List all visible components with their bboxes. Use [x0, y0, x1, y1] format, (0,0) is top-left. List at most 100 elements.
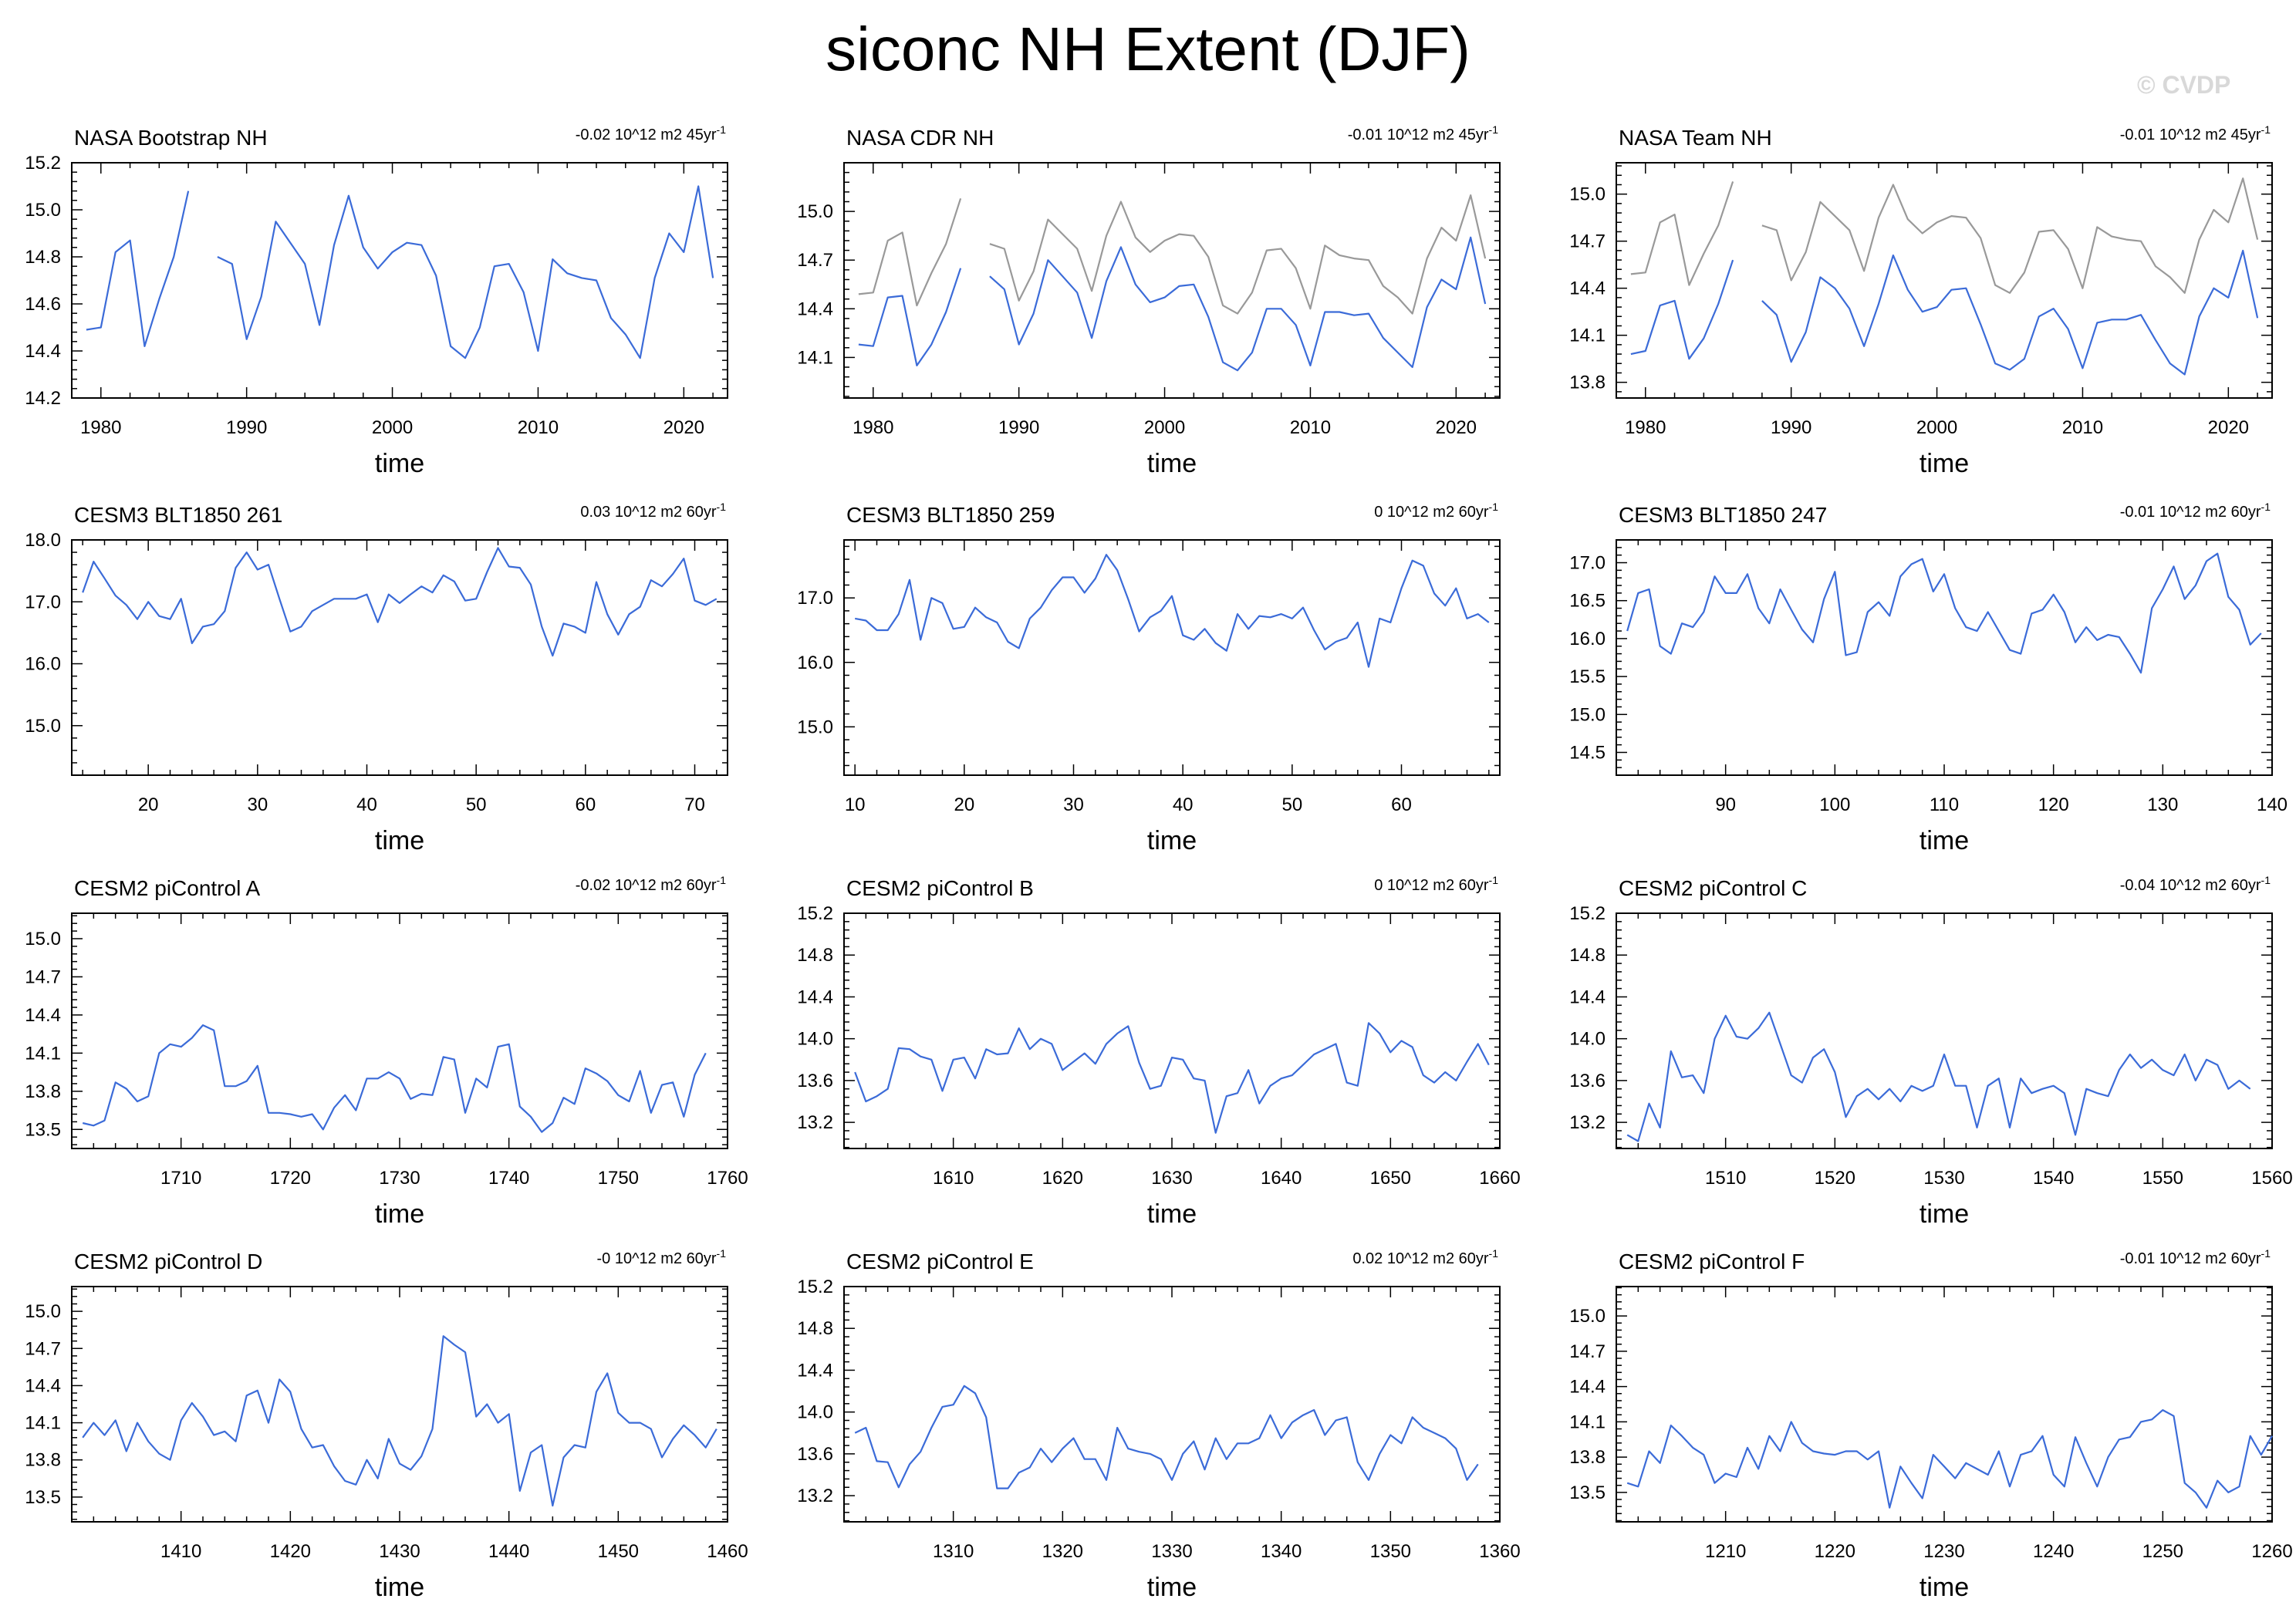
series-line [854, 1022, 1490, 1134]
x-tick-label: 1990 [998, 417, 1039, 438]
x-tick-label: 1550 [2142, 1168, 2183, 1189]
series-line [858, 236, 1487, 372]
chart-panel: 1610 1620 1630 1640 1650 1660 13.2 13.6 14.0 14.4… [797, 874, 1520, 1229]
y-tick-label: 14.1 [25, 1413, 61, 1434]
x-tick-label: 1420 [270, 1541, 311, 1562]
x-tick-label: 1310 [933, 1541, 974, 1562]
panel-title: NASA CDR NH [846, 126, 994, 150]
x-tick-label: 60 [575, 794, 596, 815]
x-tick-label: 1330 [1151, 1541, 1192, 1562]
x-tick-label: 2010 [2062, 417, 2103, 438]
trend-label: -0.04 10^12 m2 60yr-1 [2120, 874, 2271, 894]
x-tick-label: 1610 [933, 1168, 974, 1189]
plot-frame [71, 912, 728, 1149]
x-axis-label: time [375, 1199, 424, 1229]
chart-panel: 1980 1990 2000 2010 2020 14.1 14.4 14.7 15.0 NASA… [797, 123, 1501, 478]
y-tick-label: 15.0 [25, 200, 61, 221]
y-tick-label: 14.4 [797, 987, 833, 1007]
x-tick-label: 2010 [518, 417, 559, 438]
plot-frame [1616, 1286, 2273, 1523]
y-tick-label: 14.8 [797, 1318, 833, 1339]
x-tick-label: 50 [1281, 794, 1302, 815]
x-tick-label: 1210 [1705, 1541, 1746, 1562]
chart-panel: 1210 1220 1230 1240 1250 1260 13.5 13.8 14.1 14.4… [1569, 1247, 2292, 1602]
series-line [1626, 552, 2262, 674]
y-tick-label: 13.6 [797, 1444, 833, 1465]
trend-label: -0.02 10^12 m2 60yr-1 [576, 874, 726, 894]
y-tick-label: 15.0 [25, 1301, 61, 1322]
y-tick-label: 15.2 [797, 903, 833, 924]
panel-title: CESM2 piControl D [74, 1250, 262, 1273]
y-tick-label: 14.8 [25, 247, 61, 268]
panel-title: CESM2 piControl F [1619, 1250, 1805, 1273]
panel-title: CESM2 piControl E [846, 1250, 1034, 1273]
y-tick-label: 15.2 [25, 153, 61, 174]
x-tick-label: 1720 [270, 1168, 311, 1189]
x-axis-label: time [1920, 1199, 1969, 1229]
x-tick-label: 1410 [160, 1541, 201, 1562]
y-tick-label: 14.8 [797, 945, 833, 966]
y-tick-label: 13.8 [25, 1081, 61, 1102]
plot-frame [71, 539, 728, 776]
y-tick-label: 13.8 [25, 1450, 61, 1471]
y-tick-label: 14.7 [1569, 1341, 1606, 1362]
x-tick-label: 1430 [379, 1541, 420, 1562]
x-axis-label: time [1147, 826, 1197, 855]
x-tick-label: 140 [2257, 794, 2288, 815]
x-tick-label: 20 [138, 794, 159, 815]
y-tick-label: 13.2 [797, 1112, 833, 1133]
y-tick-label: 14.6 [25, 294, 61, 315]
x-tick-label: 1650 [1370, 1168, 1411, 1189]
y-tick-label: 15.5 [1569, 666, 1606, 687]
x-tick-label: 1520 [1815, 1168, 1855, 1189]
x-tick-label: 1660 [1479, 1168, 1520, 1189]
x-tick-label: 40 [356, 794, 377, 815]
x-axis-label: time [1920, 826, 1969, 855]
x-tick-label: 1230 [1923, 1541, 1964, 1562]
y-tick-label: 14.1 [1569, 325, 1606, 346]
x-tick-label: 30 [1063, 794, 1084, 815]
chart-panel: 1410 1420 1430 1440 1450 1460 13.5 13.8 14.1 14.4… [25, 1247, 748, 1602]
y-tick-label: 14.4 [1569, 987, 1606, 1007]
y-tick-label: 15.0 [1569, 704, 1606, 725]
y-tick-label: 17.0 [1569, 553, 1606, 574]
x-tick-label: 2000 [372, 417, 413, 438]
trend-label: -0.01 10^12 m2 60yr-1 [2120, 501, 2271, 521]
panel-title: CESM3 BLT1850 259 [846, 503, 1055, 527]
y-tick-label: 17.0 [797, 588, 833, 609]
x-tick-label: 1340 [1261, 1541, 1302, 1562]
chart-panel: 1710 1720 1730 1740 1750 1760 13.5 13.8 14.1 14.4… [25, 874, 748, 1229]
trend-label: -0.01 10^12 m2 45yr-1 [2120, 123, 2271, 143]
x-tick-label: 1450 [598, 1541, 639, 1562]
y-tick-label: 14.8 [1569, 945, 1606, 966]
x-tick-label: 1510 [1705, 1168, 1746, 1189]
x-tick-label: 30 [247, 794, 268, 815]
x-tick-label: 1730 [379, 1168, 420, 1189]
trend-label: -0 10^12 m2 60yr-1 [597, 1247, 727, 1267]
y-tick-label: 14.5 [1569, 742, 1606, 763]
x-tick-label: 130 [2147, 794, 2178, 815]
x-tick-label: 1630 [1151, 1168, 1192, 1189]
y-tick-label: 13.2 [1569, 1112, 1606, 1133]
x-tick-label: 1640 [1261, 1168, 1302, 1189]
x-axis-label: time [1147, 449, 1197, 478]
plot-frame [843, 912, 1501, 1149]
plot-frame [71, 1286, 728, 1523]
y-tick-label: 13.2 [797, 1486, 833, 1506]
x-tick-label: 1990 [226, 417, 267, 438]
series-line [86, 185, 714, 359]
x-tick-label: 1990 [1771, 417, 1811, 438]
series-line [82, 1335, 718, 1507]
y-tick-label: 15.0 [797, 201, 833, 222]
series-line [1630, 249, 2259, 376]
y-tick-label: 14.7 [25, 966, 61, 987]
y-tick-label: 18.0 [25, 530, 61, 551]
x-tick-label: 90 [1715, 794, 1736, 815]
y-tick-label: 14.7 [25, 1338, 61, 1359]
y-tick-label: 14.0 [797, 1402, 833, 1423]
x-tick-label: 1620 [1042, 1168, 1083, 1189]
watermark: © CVDP [2137, 71, 2231, 99]
x-tick-label: 1320 [1042, 1541, 1083, 1562]
y-tick-label: 13.8 [1569, 373, 1606, 393]
x-tick-label: 60 [1391, 794, 1412, 815]
